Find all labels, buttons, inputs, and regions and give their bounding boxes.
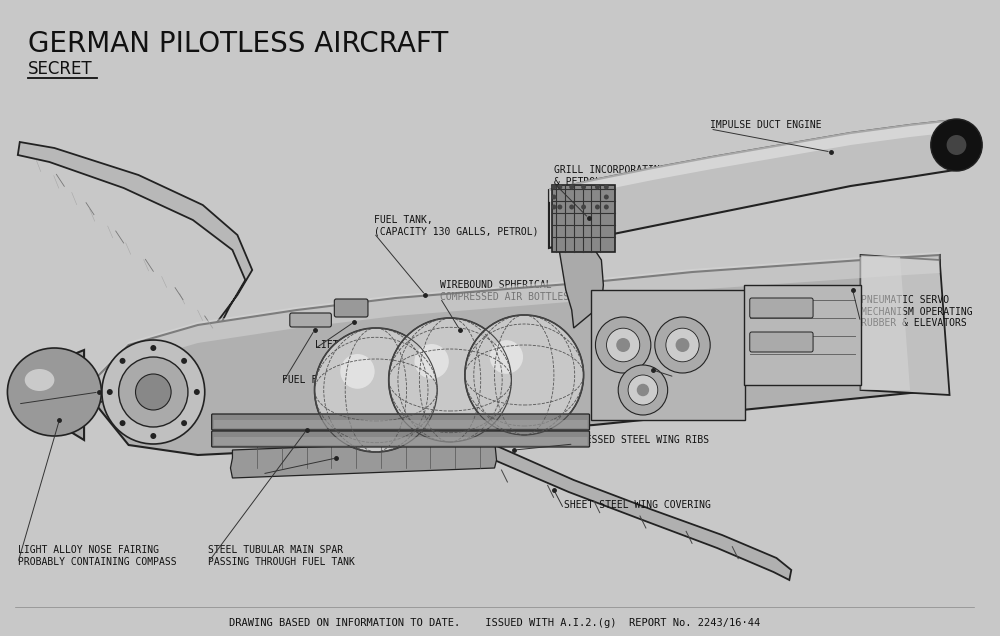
Circle shape — [676, 338, 689, 352]
Polygon shape — [549, 119, 959, 202]
Polygon shape — [549, 120, 959, 248]
Text: STEEL TUBULAR MAIN SPAR
PASSING THROUGH FUEL TANK: STEEL TUBULAR MAIN SPAR PASSING THROUGH … — [208, 545, 355, 567]
Circle shape — [194, 389, 200, 395]
Circle shape — [931, 119, 982, 171]
Circle shape — [581, 205, 586, 209]
Text: AUTOMATIC PILOT:
3 AIRDRIVEN GYROS:
HEIGHT & RANGE SETTING CONTROLS: AUTOMATIC PILOT: 3 AIRDRIVEN GYROS: HEIG… — [675, 350, 857, 384]
FancyBboxPatch shape — [750, 298, 813, 318]
Text: DRAWING BASED ON INFORMATION TO DATE.    ISSUED WITH A.I.2.(g)  REPORT No. 2243/: DRAWING BASED ON INFORMATION TO DATE. IS… — [229, 618, 760, 628]
Polygon shape — [10, 350, 84, 440]
Circle shape — [616, 338, 630, 352]
Ellipse shape — [25, 369, 54, 391]
Circle shape — [595, 205, 600, 209]
Text: PRESSED STEEL WING RIBS: PRESSED STEEL WING RIBS — [574, 435, 709, 445]
Text: WIREBOUND SPHERICAL
COMPRESSED AIR BOTTLES: WIREBOUND SPHERICAL COMPRESSED AIR BOTTL… — [440, 280, 569, 301]
Text: LAUNCHING RAIL: LAUNCHING RAIL — [262, 465, 344, 475]
FancyBboxPatch shape — [552, 185, 615, 252]
Text: GRILL INCORPORATING SHUTTERS
& PETROL INJECTION JETS: GRILL INCORPORATING SHUTTERS & PETROL IN… — [554, 165, 718, 186]
Polygon shape — [559, 245, 603, 328]
Circle shape — [340, 354, 375, 389]
Circle shape — [136, 374, 171, 410]
Circle shape — [557, 184, 562, 190]
FancyBboxPatch shape — [744, 285, 861, 385]
Circle shape — [604, 205, 609, 209]
Circle shape — [628, 375, 658, 405]
Text: FUEL TANK,
(CAPACITY 130 GALLS, PETROL): FUEL TANK, (CAPACITY 130 GALLS, PETROL) — [374, 215, 538, 237]
Circle shape — [181, 358, 187, 364]
Circle shape — [604, 195, 609, 200]
Text: LIGHT ALLOY NOSE FAIRING
PROBABLY CONTAINING COMPASS: LIGHT ALLOY NOSE FAIRING PROBABLY CONTAI… — [18, 545, 176, 567]
Circle shape — [490, 340, 523, 374]
FancyBboxPatch shape — [214, 420, 588, 428]
FancyBboxPatch shape — [212, 414, 590, 430]
Circle shape — [119, 357, 188, 427]
Polygon shape — [861, 255, 950, 395]
Circle shape — [595, 184, 600, 190]
Circle shape — [637, 384, 649, 396]
Circle shape — [551, 184, 556, 190]
Polygon shape — [84, 252, 940, 408]
Text: WARHEAD: APPROX. 1000 KG.: WARHEAD: APPROX. 1000 KG. — [18, 395, 165, 405]
FancyBboxPatch shape — [334, 299, 368, 317]
Text: LIFTING LUG: LIFTING LUG — [315, 340, 379, 350]
Text: IMPULSE DUCT ENGINE: IMPULSE DUCT ENGINE — [710, 120, 822, 130]
Ellipse shape — [7, 348, 101, 436]
FancyBboxPatch shape — [591, 290, 745, 420]
Circle shape — [551, 195, 556, 200]
Circle shape — [181, 420, 187, 426]
Circle shape — [389, 318, 511, 442]
Circle shape — [150, 345, 156, 351]
FancyBboxPatch shape — [214, 437, 588, 445]
Circle shape — [655, 317, 710, 373]
Text: SHEET STEEL WING COVERING: SHEET STEEL WING COVERING — [564, 500, 711, 510]
Circle shape — [604, 184, 609, 190]
Circle shape — [120, 420, 126, 426]
Circle shape — [569, 205, 574, 209]
FancyBboxPatch shape — [212, 431, 590, 447]
Text: SECRET: SECRET — [28, 60, 92, 78]
Circle shape — [569, 184, 574, 190]
Circle shape — [315, 328, 437, 452]
Circle shape — [465, 315, 584, 435]
FancyBboxPatch shape — [750, 332, 813, 352]
Polygon shape — [861, 255, 910, 390]
Text: PNEUMATIC SERVO
MECHANISM OPERATING
RUBBER & ELEVATORS: PNEUMATIC SERVO MECHANISM OPERATING RUBB… — [861, 295, 972, 328]
Circle shape — [595, 317, 651, 373]
Polygon shape — [18, 142, 252, 340]
Circle shape — [107, 389, 113, 395]
Circle shape — [102, 340, 205, 444]
Circle shape — [607, 328, 640, 362]
Text: FUEL FILLER CAP: FUEL FILLER CAP — [282, 375, 370, 385]
Polygon shape — [230, 440, 497, 478]
Circle shape — [581, 184, 586, 190]
Circle shape — [666, 328, 699, 362]
Circle shape — [150, 433, 156, 439]
FancyBboxPatch shape — [290, 313, 331, 327]
Circle shape — [120, 358, 126, 364]
Circle shape — [947, 135, 966, 155]
Polygon shape — [84, 255, 940, 455]
Circle shape — [551, 205, 556, 209]
Circle shape — [557, 205, 562, 209]
Circle shape — [618, 365, 668, 415]
Polygon shape — [364, 418, 791, 580]
Text: GERMAN PILOTLESS AIRCRAFT: GERMAN PILOTLESS AIRCRAFT — [28, 30, 448, 58]
Circle shape — [414, 344, 449, 379]
